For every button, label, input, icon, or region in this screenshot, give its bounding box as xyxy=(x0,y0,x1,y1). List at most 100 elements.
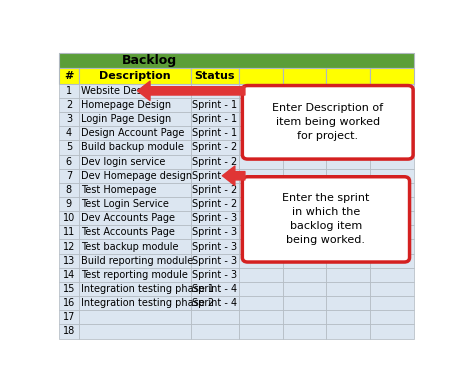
Text: Sprint - 1: Sprint - 1 xyxy=(192,100,237,110)
Bar xyxy=(79,112,191,126)
Bar xyxy=(283,98,326,112)
Text: Build reporting module: Build reporting module xyxy=(81,256,193,265)
Bar xyxy=(59,68,79,84)
Bar xyxy=(283,112,326,126)
Bar xyxy=(239,211,283,225)
Text: 9: 9 xyxy=(66,199,72,209)
Text: Sprint - 3: Sprint - 3 xyxy=(192,256,237,265)
Text: Test Homepage: Test Homepage xyxy=(81,185,157,195)
Bar xyxy=(79,197,191,211)
Bar xyxy=(326,112,370,126)
Text: Integration testing phase 1: Integration testing phase 1 xyxy=(81,284,214,294)
Bar xyxy=(59,183,79,197)
Bar xyxy=(326,155,370,169)
Bar xyxy=(239,84,283,98)
Bar xyxy=(59,296,79,310)
Bar xyxy=(239,254,283,268)
Bar xyxy=(283,141,326,155)
Bar xyxy=(59,240,79,254)
Bar xyxy=(79,225,191,240)
Text: Sprint - 2: Sprint - 2 xyxy=(192,199,237,209)
Text: 18: 18 xyxy=(63,327,75,337)
Text: 8: 8 xyxy=(66,185,72,195)
Text: Website Design: Website Design xyxy=(81,86,157,96)
Bar xyxy=(79,254,191,268)
Bar xyxy=(239,268,283,282)
Text: Sprint - 3: Sprint - 3 xyxy=(192,227,237,237)
FancyBboxPatch shape xyxy=(242,86,413,159)
Text: 5: 5 xyxy=(66,142,72,152)
Bar xyxy=(59,112,79,126)
Bar xyxy=(59,225,79,240)
Text: 6: 6 xyxy=(66,157,72,167)
Bar xyxy=(283,225,326,240)
Bar xyxy=(370,296,414,310)
Bar xyxy=(370,68,414,84)
Bar xyxy=(326,169,370,183)
Bar xyxy=(370,254,414,268)
Text: Test reporting module: Test reporting module xyxy=(81,270,188,280)
Text: Dev login service: Dev login service xyxy=(81,157,165,167)
Text: Dev Homepage design: Dev Homepage design xyxy=(81,171,192,181)
Text: 15: 15 xyxy=(63,284,75,294)
Bar xyxy=(326,183,370,197)
Bar xyxy=(370,141,414,155)
Text: Sprint - 4: Sprint - 4 xyxy=(192,284,237,294)
FancyBboxPatch shape xyxy=(242,177,409,262)
Bar xyxy=(370,126,414,141)
Bar xyxy=(59,282,79,296)
Text: Sprint - 2: Sprint - 2 xyxy=(192,171,237,181)
Bar xyxy=(326,225,370,240)
Bar xyxy=(191,296,239,310)
Bar xyxy=(326,84,370,98)
Text: Design Account Page: Design Account Page xyxy=(81,128,184,138)
Bar xyxy=(326,68,370,84)
Text: 14: 14 xyxy=(63,270,75,280)
Bar xyxy=(191,240,239,254)
Bar xyxy=(239,68,283,84)
Bar xyxy=(191,98,239,112)
Bar xyxy=(370,240,414,254)
Bar xyxy=(79,68,191,84)
Bar xyxy=(239,169,283,183)
Text: Enter Description of
item being worked
for project.: Enter Description of item being worked f… xyxy=(272,103,383,141)
Text: Sprint - 2: Sprint - 2 xyxy=(192,142,237,152)
Text: 11: 11 xyxy=(63,227,75,237)
Bar xyxy=(59,324,79,338)
Bar xyxy=(326,98,370,112)
Bar xyxy=(59,268,79,282)
Text: Test backup module: Test backup module xyxy=(81,241,179,251)
Bar xyxy=(59,126,79,141)
Text: 7: 7 xyxy=(66,171,72,181)
Bar xyxy=(79,155,191,169)
Text: 16: 16 xyxy=(63,298,75,308)
Bar xyxy=(370,225,414,240)
Bar xyxy=(370,211,414,225)
Text: 13: 13 xyxy=(63,256,75,265)
Bar xyxy=(191,254,239,268)
Text: #: # xyxy=(64,71,73,81)
Bar xyxy=(239,112,283,126)
Bar xyxy=(59,141,79,155)
Text: Sprint - 1: Sprint - 1 xyxy=(192,128,237,138)
Text: Backlog: Backlog xyxy=(122,54,177,67)
Bar xyxy=(239,324,283,338)
Text: Test Accounts Page: Test Accounts Page xyxy=(81,227,175,237)
Bar xyxy=(79,310,191,324)
Text: Sprint - 2: Sprint - 2 xyxy=(192,157,237,167)
Bar xyxy=(326,211,370,225)
Bar xyxy=(239,197,283,211)
Bar xyxy=(191,84,239,98)
Bar xyxy=(191,310,239,324)
Bar xyxy=(239,282,283,296)
Bar xyxy=(326,141,370,155)
Bar xyxy=(283,211,326,225)
Text: Sprint - 3: Sprint - 3 xyxy=(192,270,237,280)
FancyArrowPatch shape xyxy=(138,81,245,100)
Bar xyxy=(326,254,370,268)
Bar xyxy=(326,296,370,310)
Bar xyxy=(191,282,239,296)
Text: Description: Description xyxy=(99,71,171,81)
Bar xyxy=(79,126,191,141)
Bar xyxy=(370,155,414,169)
